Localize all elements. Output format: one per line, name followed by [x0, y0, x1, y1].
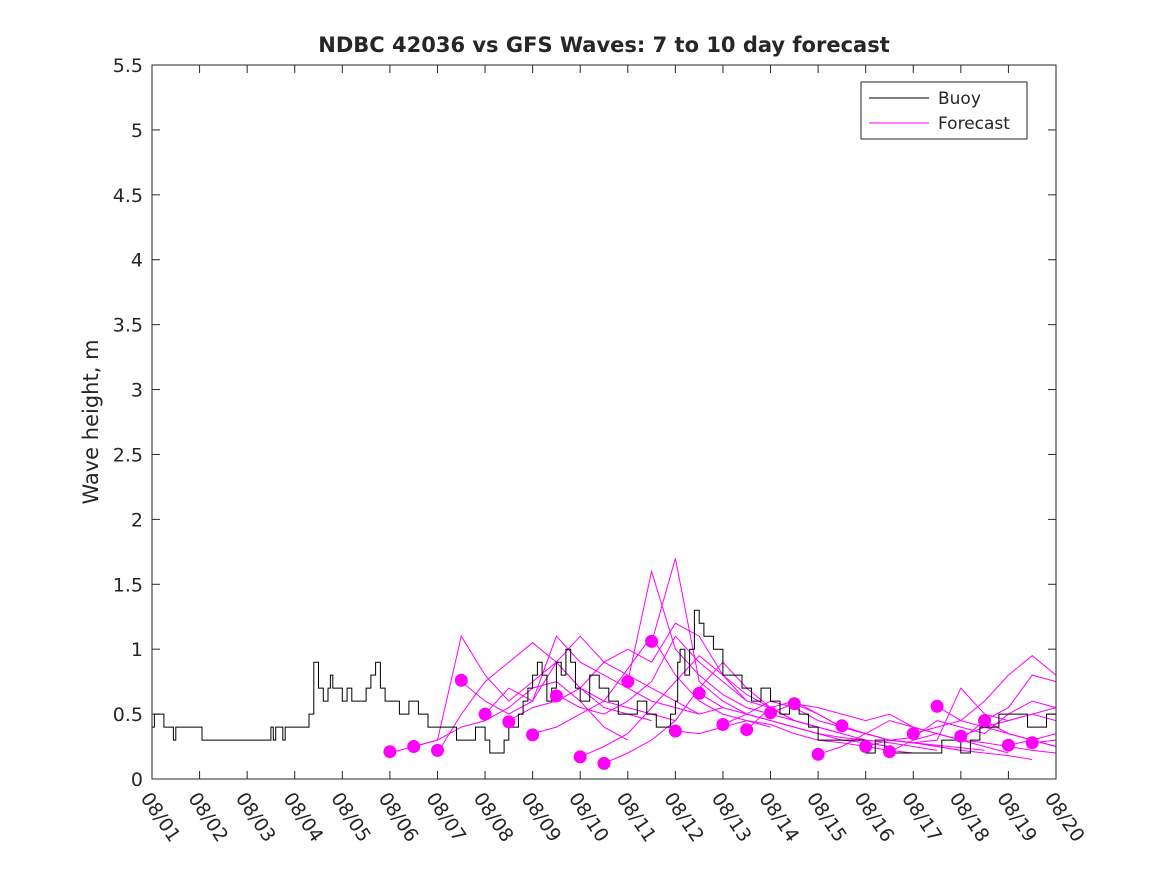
forecast-line	[889, 674, 1057, 753]
forecast-marker	[764, 706, 777, 720]
forecast-marker	[668, 724, 682, 738]
legend-label-forecast: Forecast	[938, 114, 1010, 134]
forecast-line	[865, 700, 1057, 747]
marker-layer	[383, 634, 1039, 770]
forecast-marker	[502, 715, 516, 729]
forecast-marker	[383, 745, 397, 759]
forecast-marker	[811, 747, 825, 761]
forecast-marker	[692, 686, 706, 700]
y-tick-label: 0	[131, 769, 143, 791]
forecast-marker	[407, 740, 421, 753]
forecast-marker	[906, 727, 920, 741]
forecast-marker	[454, 673, 468, 687]
forecast-line	[675, 720, 914, 754]
forecast-marker	[549, 689, 563, 703]
forecast-marker	[526, 728, 540, 742]
y-axis-label: Wave height, m	[79, 339, 103, 504]
axes-frame	[151, 64, 1057, 780]
forecast-marker	[478, 707, 492, 721]
forecast-marker	[645, 634, 659, 648]
y-tick-label: 5.5	[113, 55, 143, 77]
forecast-line	[936, 655, 1057, 722]
buoy-line	[152, 609, 1056, 754]
forecast-line	[556, 635, 795, 722]
plot-area	[152, 65, 1056, 779]
forecast-marker	[835, 719, 849, 733]
y-tick-label: 2	[131, 509, 143, 531]
forecast-marker	[978, 714, 992, 728]
y-tick-label: 4.5	[113, 185, 143, 207]
forecast-marker	[597, 756, 611, 770]
legend: Buoy Forecast	[860, 81, 1028, 140]
forecast-marker	[930, 699, 944, 713]
forecast-marker	[883, 745, 896, 759]
forecast-marker	[740, 723, 754, 737]
forecast-marker	[1001, 738, 1015, 752]
forecast-marker	[716, 718, 730, 731]
y-tick-label: 5	[131, 120, 143, 142]
y-tick-label: 3.5	[113, 315, 143, 337]
y-tick-label: 1.5	[113, 574, 143, 596]
legend-box	[860, 81, 1028, 140]
legend-label-buoy: Buoy	[938, 89, 981, 109]
forecast-line	[770, 703, 1009, 754]
y-tick-label: 2.5	[113, 444, 143, 466]
forecast-line	[627, 569, 866, 741]
forecast-marker	[431, 743, 444, 757]
y-tick-label: 3	[131, 380, 143, 402]
y-tick-label: 4	[131, 250, 143, 272]
forecast-marker	[1025, 736, 1039, 750]
forecast-marker	[573, 750, 587, 764]
chart-title: NDBC 42036 vs GFS Waves: 7 to 10 day for…	[318, 33, 889, 57]
forecast-line	[460, 635, 700, 715]
forecast-marker	[621, 675, 635, 689]
y-tick-label: 1	[131, 639, 143, 661]
forecast-line	[508, 622, 748, 722]
forecast-marker	[787, 697, 801, 711]
y-tick-label: 0.5	[113, 704, 143, 726]
forecast-marker	[859, 740, 873, 753]
forecast-line	[960, 713, 1057, 737]
forecast-marker	[954, 729, 968, 743]
